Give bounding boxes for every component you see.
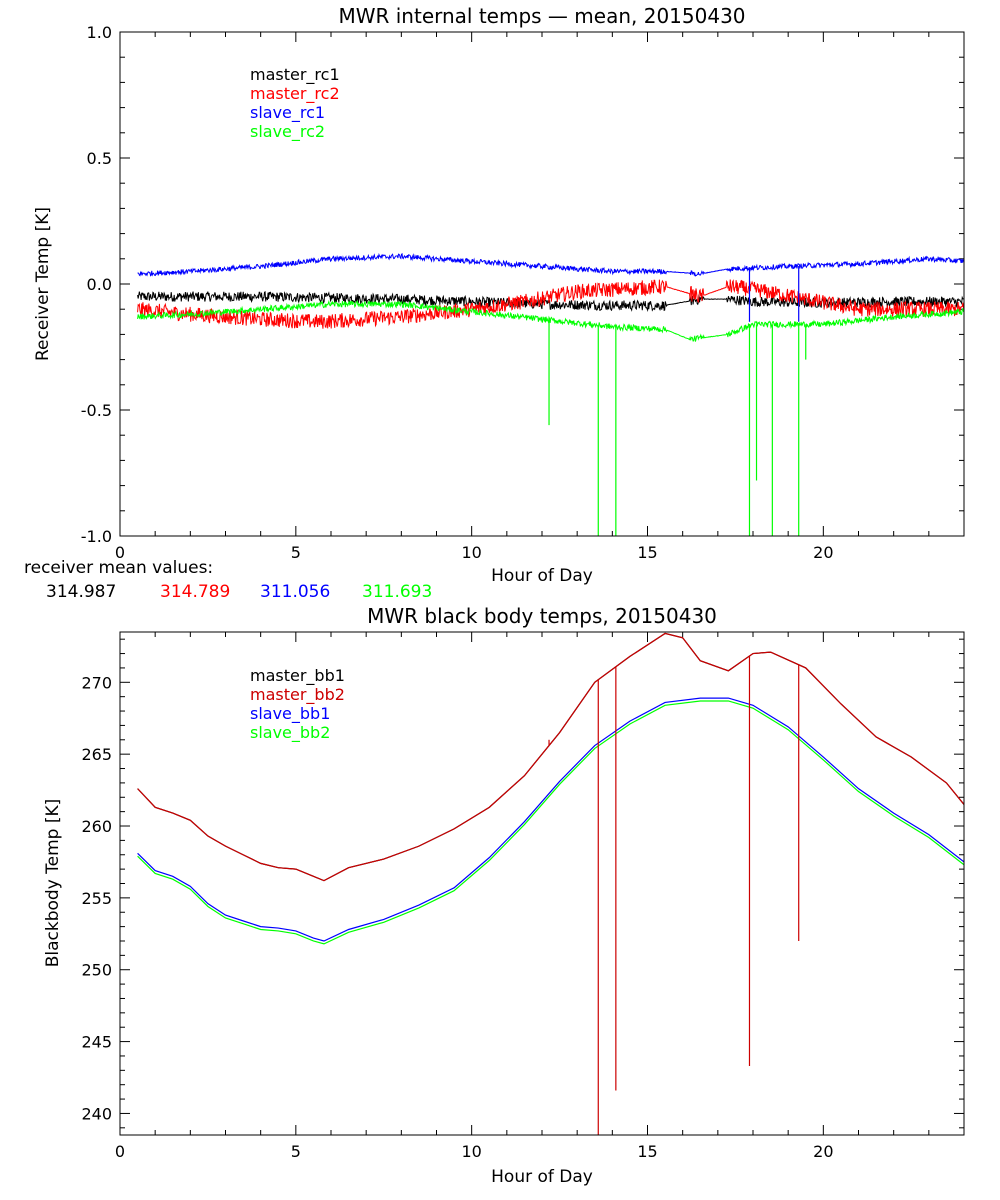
top-chart-frame xyxy=(119,31,965,537)
bottom-chart-frame xyxy=(119,631,965,1136)
top-x-tick-label: 10 xyxy=(461,543,481,562)
bottom-y-tick-label: 265 xyxy=(81,745,112,764)
bottom-chart-plot-area xyxy=(137,632,964,1135)
bottom-y-tick-label: 245 xyxy=(81,1033,112,1052)
top-y-tick-label: 1.0 xyxy=(87,23,112,42)
top-x-tick-label: 5 xyxy=(291,543,301,562)
legend-master-rc2: master_rc2 xyxy=(250,84,340,104)
receiver-mean-slave-rc1: 311.056 xyxy=(260,582,330,602)
legend-master-bb1: master_bb1 xyxy=(250,666,345,686)
legend-master-rc1: master_rc1 xyxy=(250,65,340,85)
top-chart-xlabel: Hour of Day xyxy=(491,566,593,586)
top-x-tick-label: 20 xyxy=(813,543,833,562)
top-chart-plot-area xyxy=(137,252,964,536)
top-chart-panel: MWR internal temps — mean, 20150430 Rece… xyxy=(33,4,965,586)
receiver-mean-slave-rc2: 311.693 xyxy=(362,582,432,602)
bottom-x-tick-label: 10 xyxy=(461,1142,481,1161)
top-chart-ticks xyxy=(119,31,965,537)
top-chart-tick-labels: 0 5 10 15 20 -1.0 -0.5 0.0 0.5 1.0 xyxy=(81,23,834,562)
series-master-bb2-line xyxy=(137,632,964,882)
legend-slave-rc2: slave_rc2 xyxy=(250,122,325,142)
bottom-y-tick-label: 255 xyxy=(81,889,112,908)
series-master-rc1-line xyxy=(137,290,964,313)
top-chart-ylabel: Receiver Temp [K] xyxy=(33,207,53,361)
top-y-tick-label: -1.0 xyxy=(81,527,112,546)
bottom-x-tick-label: 15 xyxy=(637,1142,657,1161)
bottom-chart-ticks xyxy=(119,632,965,1135)
bottom-chart-title: MWR black body temps, 20150430 xyxy=(367,604,717,628)
series-master-rc2-line xyxy=(137,279,964,329)
receiver-mean-master-rc1: 314.987 xyxy=(46,582,116,602)
series-slave-bb2-line xyxy=(137,700,964,945)
bottom-x-tick-label: 0 xyxy=(115,1142,125,1161)
receiver-means-label: receiver mean values: xyxy=(24,558,213,578)
legend-master-bb2: master_bb2 xyxy=(250,685,345,705)
bottom-y-tick-label: 250 xyxy=(81,961,112,980)
series-slave-bb1-line xyxy=(137,697,964,942)
bottom-chart-xlabel: Hour of Day xyxy=(491,1167,593,1187)
series-slave-rc1-line xyxy=(137,252,964,277)
top-chart-title: MWR internal temps — mean, 20150430 xyxy=(338,4,745,28)
legend-slave-bb1: slave_bb1 xyxy=(250,704,330,724)
bottom-x-tick-label: 5 xyxy=(291,1142,301,1161)
receiver-means: receiver mean values: 314.987 314.789 31… xyxy=(24,558,432,602)
legend-slave-rc1: slave_rc1 xyxy=(250,103,325,123)
bottom-chart-ylabel: Blackbody Temp [K] xyxy=(43,799,63,968)
top-x-tick-label: 0 xyxy=(115,543,125,562)
top-y-tick-label: -0.5 xyxy=(81,401,112,420)
top-x-tick-label: 15 xyxy=(637,543,657,562)
bottom-y-tick-label: 240 xyxy=(81,1104,112,1123)
legend-slave-bb2: slave_bb2 xyxy=(250,723,330,743)
receiver-mean-master-rc2: 314.789 xyxy=(160,582,230,602)
bottom-x-tick-label: 20 xyxy=(813,1142,833,1161)
top-y-tick-label: 0.0 xyxy=(87,275,112,294)
top-y-tick-label: 0.5 xyxy=(87,149,112,168)
series-slave-rc2-line xyxy=(137,299,964,342)
bottom-y-tick-label: 260 xyxy=(81,817,112,836)
bottom-chart-panel: MWR black body temps, 20150430 Blackbody… xyxy=(43,604,965,1187)
bottom-chart-tick-labels: 0 5 10 15 20 240 245 250 255 260 265 270 xyxy=(81,673,833,1161)
bottom-y-tick-label: 270 xyxy=(81,673,112,692)
